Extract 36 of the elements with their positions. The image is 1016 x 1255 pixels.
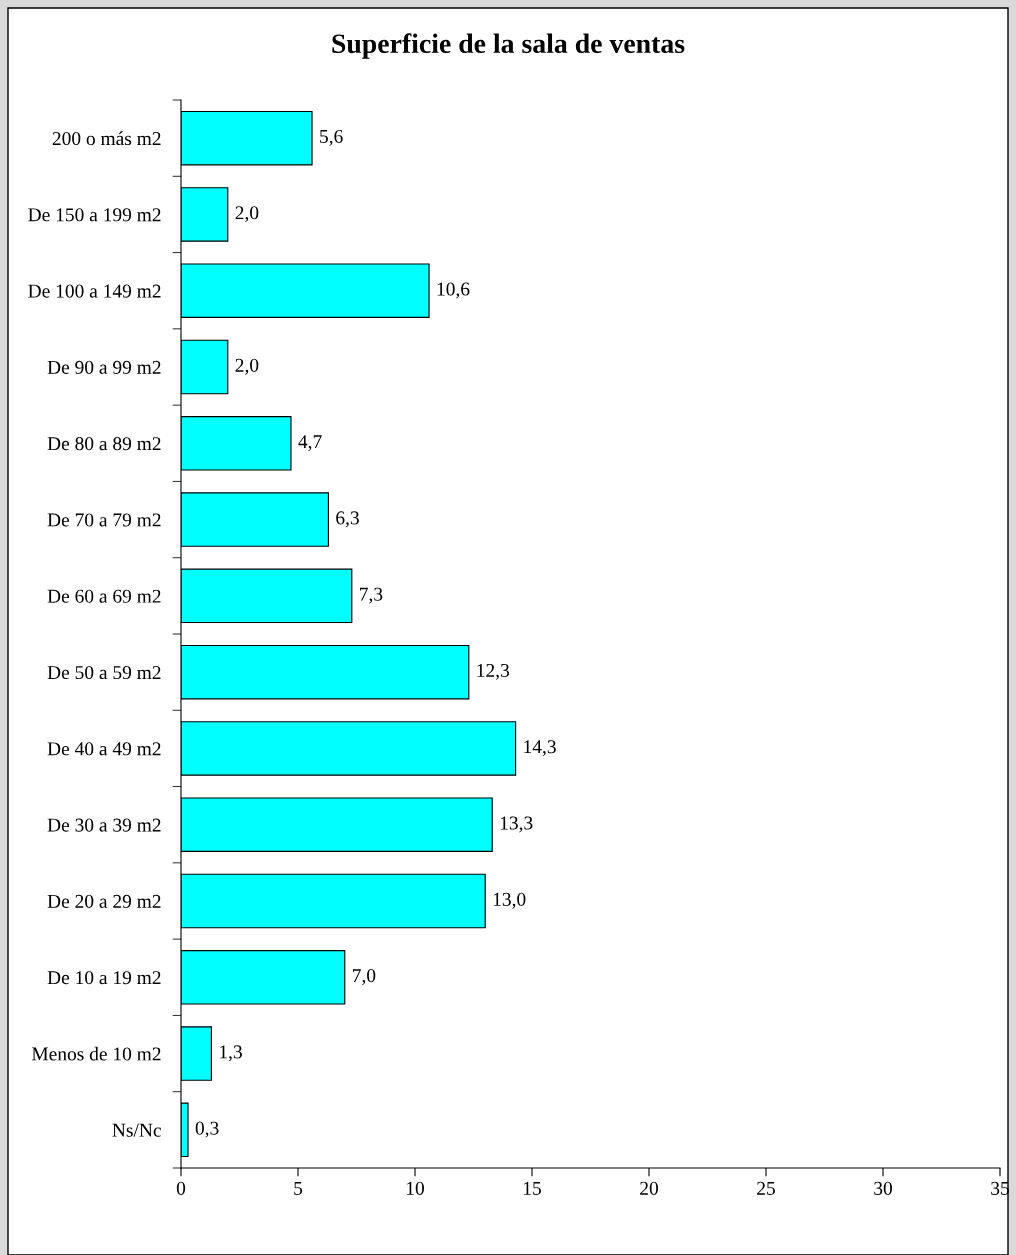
data-label: 10,6 bbox=[437, 282, 470, 299]
y-tick-label: De 150 a 199 m2 bbox=[28, 208, 161, 222]
data-label: 5,6 bbox=[320, 129, 343, 146]
x-tick-label: 5 bbox=[294, 1181, 303, 1195]
data-label: 13,0 bbox=[493, 892, 526, 909]
y-tick-label: De 10 a 19 m2 bbox=[47, 971, 161, 985]
y-tick-label: De 60 a 69 m2 bbox=[47, 589, 161, 603]
data-label: 1,3 bbox=[220, 1045, 242, 1062]
y-tick-label: De 20 a 29 m2 bbox=[47, 894, 161, 908]
data-label: 4,7 bbox=[298, 435, 322, 451]
y-tick-label: 200 o más m2 bbox=[52, 131, 161, 146]
data-label: 14,3 bbox=[524, 740, 556, 757]
data-label: 7,0 bbox=[353, 969, 376, 985]
data-label: 12,3 bbox=[477, 663, 510, 680]
x-tick-label: 0 bbox=[176, 1181, 186, 1195]
data-label: 2,0 bbox=[235, 358, 259, 375]
chart-title: Superficie de la sala de ventas bbox=[332, 33, 685, 59]
x-tick-label: 10 bbox=[406, 1181, 424, 1195]
y-tick-label: Ns/Nc bbox=[112, 1123, 161, 1137]
x-tick-label: 30 bbox=[874, 1181, 892, 1195]
data-label: 7,3 bbox=[360, 587, 383, 604]
y-tick-label: De 100 a 149 m2 bbox=[28, 284, 161, 298]
data-label: 13,3 bbox=[500, 816, 533, 833]
x-tick-label: 15 bbox=[523, 1181, 541, 1195]
y-tick-label: De 40 a 49 m2 bbox=[47, 742, 161, 756]
y-tick-label: Menos de 10 m2 bbox=[31, 1046, 161, 1061]
x-tick-label: 20 bbox=[640, 1181, 658, 1195]
data-label: 2,0 bbox=[235, 206, 259, 223]
data-label: 0,3 bbox=[195, 1121, 219, 1138]
y-tick-label: De 90 a 99 m2 bbox=[47, 360, 161, 374]
data-label: 6,3 bbox=[336, 511, 359, 528]
y-tick-label: De 70 a 79 m2 bbox=[47, 513, 161, 527]
x-tick-label: 25 bbox=[757, 1181, 775, 1195]
y-tick-label: De 50 a 59 m2 bbox=[47, 665, 161, 680]
y-tick-label: De 30 a 39 m2 bbox=[47, 818, 161, 832]
y-tick-label: De 80 a 89 m2 bbox=[47, 437, 161, 451]
